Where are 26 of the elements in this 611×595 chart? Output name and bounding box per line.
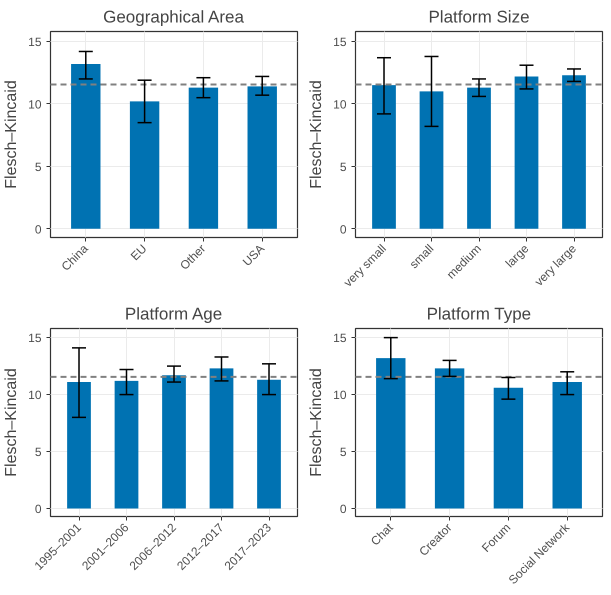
y-axis-title: Flesch–Kincaid (308, 80, 326, 189)
y-tick-label: 0 (340, 222, 347, 236)
y-tick-label: 15 (333, 331, 347, 346)
y-tick-label: 5 (34, 445, 42, 460)
y-tick-label: 10 (333, 388, 347, 402)
chart-title: Platform Age (124, 304, 222, 324)
y-axis-title: Flesch–Kincaid (3, 368, 20, 477)
y-tick-label: 15 (333, 34, 347, 49)
y-tick-label: 0 (34, 502, 42, 516)
y-tick-label: 15 (28, 34, 42, 49)
chart-title: Geographical Area (103, 8, 244, 26)
y-tick-label: 10 (28, 388, 42, 402)
y-tick-label: 5 (340, 445, 347, 460)
chart-title: Platform Size (428, 8, 530, 26)
y-tick-label: 5 (340, 160, 347, 174)
x-tick-label: EU (128, 242, 150, 264)
y-tick-label: 10 (333, 97, 347, 112)
y-axis-title: Flesch–Kincaid (3, 80, 20, 189)
y-tick-label: 0 (340, 502, 347, 516)
y-tick-label: 0 (34, 222, 42, 236)
y-tick-label: 15 (28, 331, 42, 346)
chart-title: Platform Type (426, 304, 532, 324)
y-tick-label: 10 (28, 97, 42, 112)
y-tick-label: 5 (34, 160, 42, 174)
y-axis-title: Flesch–Kincaid (308, 368, 326, 477)
x-tick-label: USA (240, 242, 268, 269)
